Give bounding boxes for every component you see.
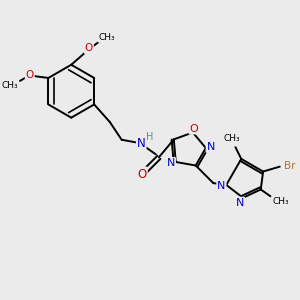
Text: N: N xyxy=(167,158,175,168)
Text: H: H xyxy=(146,132,154,142)
Text: Br: Br xyxy=(284,161,295,171)
Text: CH₃: CH₃ xyxy=(272,197,289,206)
Text: N: N xyxy=(206,142,215,152)
Text: O: O xyxy=(85,43,93,53)
Text: N: N xyxy=(236,198,244,208)
Text: N: N xyxy=(137,137,146,150)
Text: CH₃: CH₃ xyxy=(223,134,240,143)
Text: CH₃: CH₃ xyxy=(2,81,18,90)
Text: N: N xyxy=(217,181,226,191)
Text: O: O xyxy=(189,124,198,134)
Text: CH₃: CH₃ xyxy=(98,33,115,42)
Text: O: O xyxy=(26,70,34,80)
Text: O: O xyxy=(138,167,147,181)
